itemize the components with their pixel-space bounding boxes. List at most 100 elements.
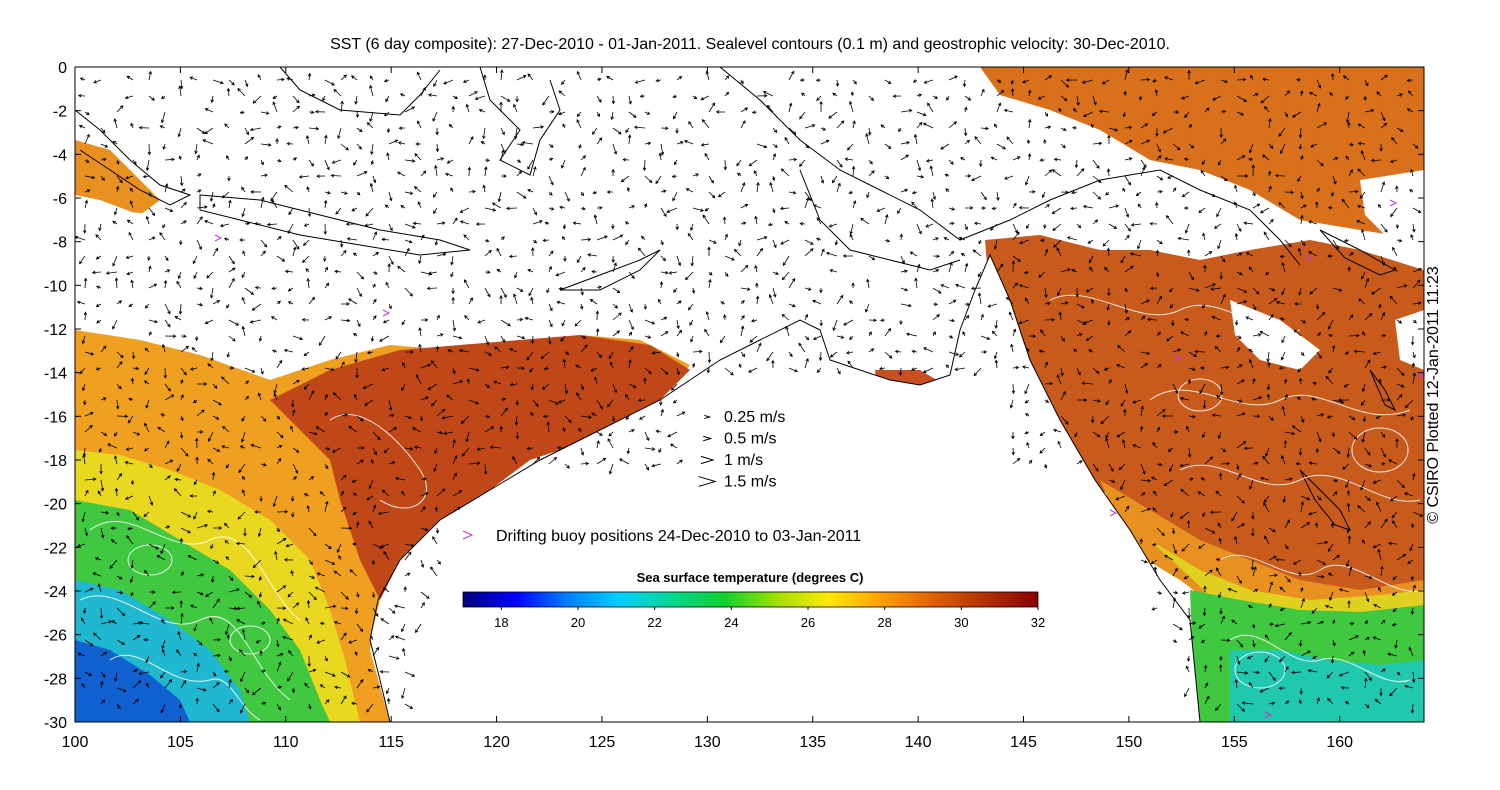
velocity-arrow [95,234,102,241]
velocity-arrow [1065,78,1078,82]
velocity-arrow [334,269,342,274]
velocity-arrow [690,335,694,343]
velocity-arrow [349,569,358,577]
velocity-arrow [1316,122,1328,129]
velocity-arrow [452,455,458,465]
velocity-arrow [912,79,918,83]
velocity-arrow [1234,184,1238,193]
velocity-arrow [1052,223,1062,231]
velocity-arrow [612,234,624,241]
velocity-arrow [628,346,634,353]
velocity-arrow [820,175,825,184]
velocity-arrow [866,278,870,289]
velocity-arrow [1108,204,1120,209]
velocity-arrow [684,271,694,281]
velocity-arrow [829,269,838,273]
velocity-arrow [1284,431,1296,436]
velocity-arrow [1124,330,1132,337]
velocity-arrow [672,399,678,404]
velocity-arrow [372,543,383,549]
coastline-timor [559,249,661,291]
velocity-arrow [980,335,991,340]
velocity-arrow [132,431,141,436]
velocity-arrow [125,255,134,259]
velocity-arrow [292,157,298,161]
velocity-arrow [1188,477,1194,482]
velocity-arrow [81,511,86,523]
velocity-arrow [370,143,374,156]
velocity-arrow [1140,507,1151,513]
velocity-arrow [740,264,749,273]
velocity-arrow [900,141,911,145]
velocity-arrow [651,463,662,468]
velocity-arrow [124,95,134,100]
velocity-arrow [420,527,429,532]
velocity-arrow [1300,191,1304,200]
velocity-arrow [900,255,905,265]
velocity-arrow [388,635,395,641]
velocity-arrow [852,200,857,209]
velocity-arrow [272,95,278,99]
x-axis: 100 105 110 115 120 125 130 135 140 145 150 155 160 [62,67,1353,751]
velocity-arrow [1092,367,1100,374]
velocity-arrow [748,367,758,373]
velocity-arrow [733,248,742,257]
velocity-arrow [500,149,505,161]
velocity-arrow [467,166,472,177]
velocity-arrow [432,535,438,545]
velocity-arrow [1194,79,1206,85]
velocity-arrow [1051,169,1062,177]
velocity-arrow [353,159,358,166]
velocity-arrow [868,159,873,165]
velocity-arrow [1316,540,1329,545]
velocity-arrow [1076,460,1083,465]
velocity-arrow [574,319,582,327]
velocity-arrow [948,351,960,356]
velocity-arrow [1234,678,1239,689]
velocity-arrow [900,154,910,161]
velocity-arrow [772,239,777,249]
velocity-arrow [132,635,141,641]
velocity-legend-label: 0.5 m/s [724,431,776,448]
velocity-arrow [331,447,342,453]
velocity-arrow [724,367,734,376]
velocity-arrow [446,394,454,401]
velocity-arrow [1085,287,1094,293]
velocity-arrow [420,601,425,609]
velocity-arrow [116,639,126,645]
velocity-arrow [132,511,140,521]
velocity-arrow [1396,127,1404,132]
velocity-arrow [1166,214,1174,225]
velocity-arrow [340,361,345,369]
velocity-arrow [959,157,966,161]
velocity-arrow [1332,239,1339,250]
contour-eddy [1351,427,1409,473]
velocity-arrow [828,223,838,228]
velocity-arrow [625,415,630,421]
velocity-arrow [286,141,294,146]
velocity-arrow [1395,223,1399,229]
velocity-arrow [1364,620,1369,625]
velocity-arrow [660,270,669,275]
velocity-arrow [740,120,746,129]
velocity-arrow [1234,535,1238,545]
velocity-arrow [116,361,123,369]
velocity-arrow [194,143,198,155]
velocity-arrow [673,111,678,120]
velocity-arrow [417,201,422,209]
velocity-arrow [226,87,231,97]
velocity-arrow [116,175,123,184]
velocity-arrow [179,431,184,439]
velocity-arrow [291,687,296,694]
velocity-arrow [433,207,438,215]
velocity-arrow [1406,108,1414,113]
velocity-arrow [1410,335,1415,346]
velocity-arrow [1234,232,1239,241]
velocity-arrow [388,413,395,418]
velocity-arrow [1024,431,1030,435]
velocity-arrow [1338,671,1350,677]
velocity-arrow [212,300,221,305]
velocity-arrow [1156,295,1162,305]
velocity-arrow [720,301,726,305]
velocity-arrow [1124,157,1133,161]
